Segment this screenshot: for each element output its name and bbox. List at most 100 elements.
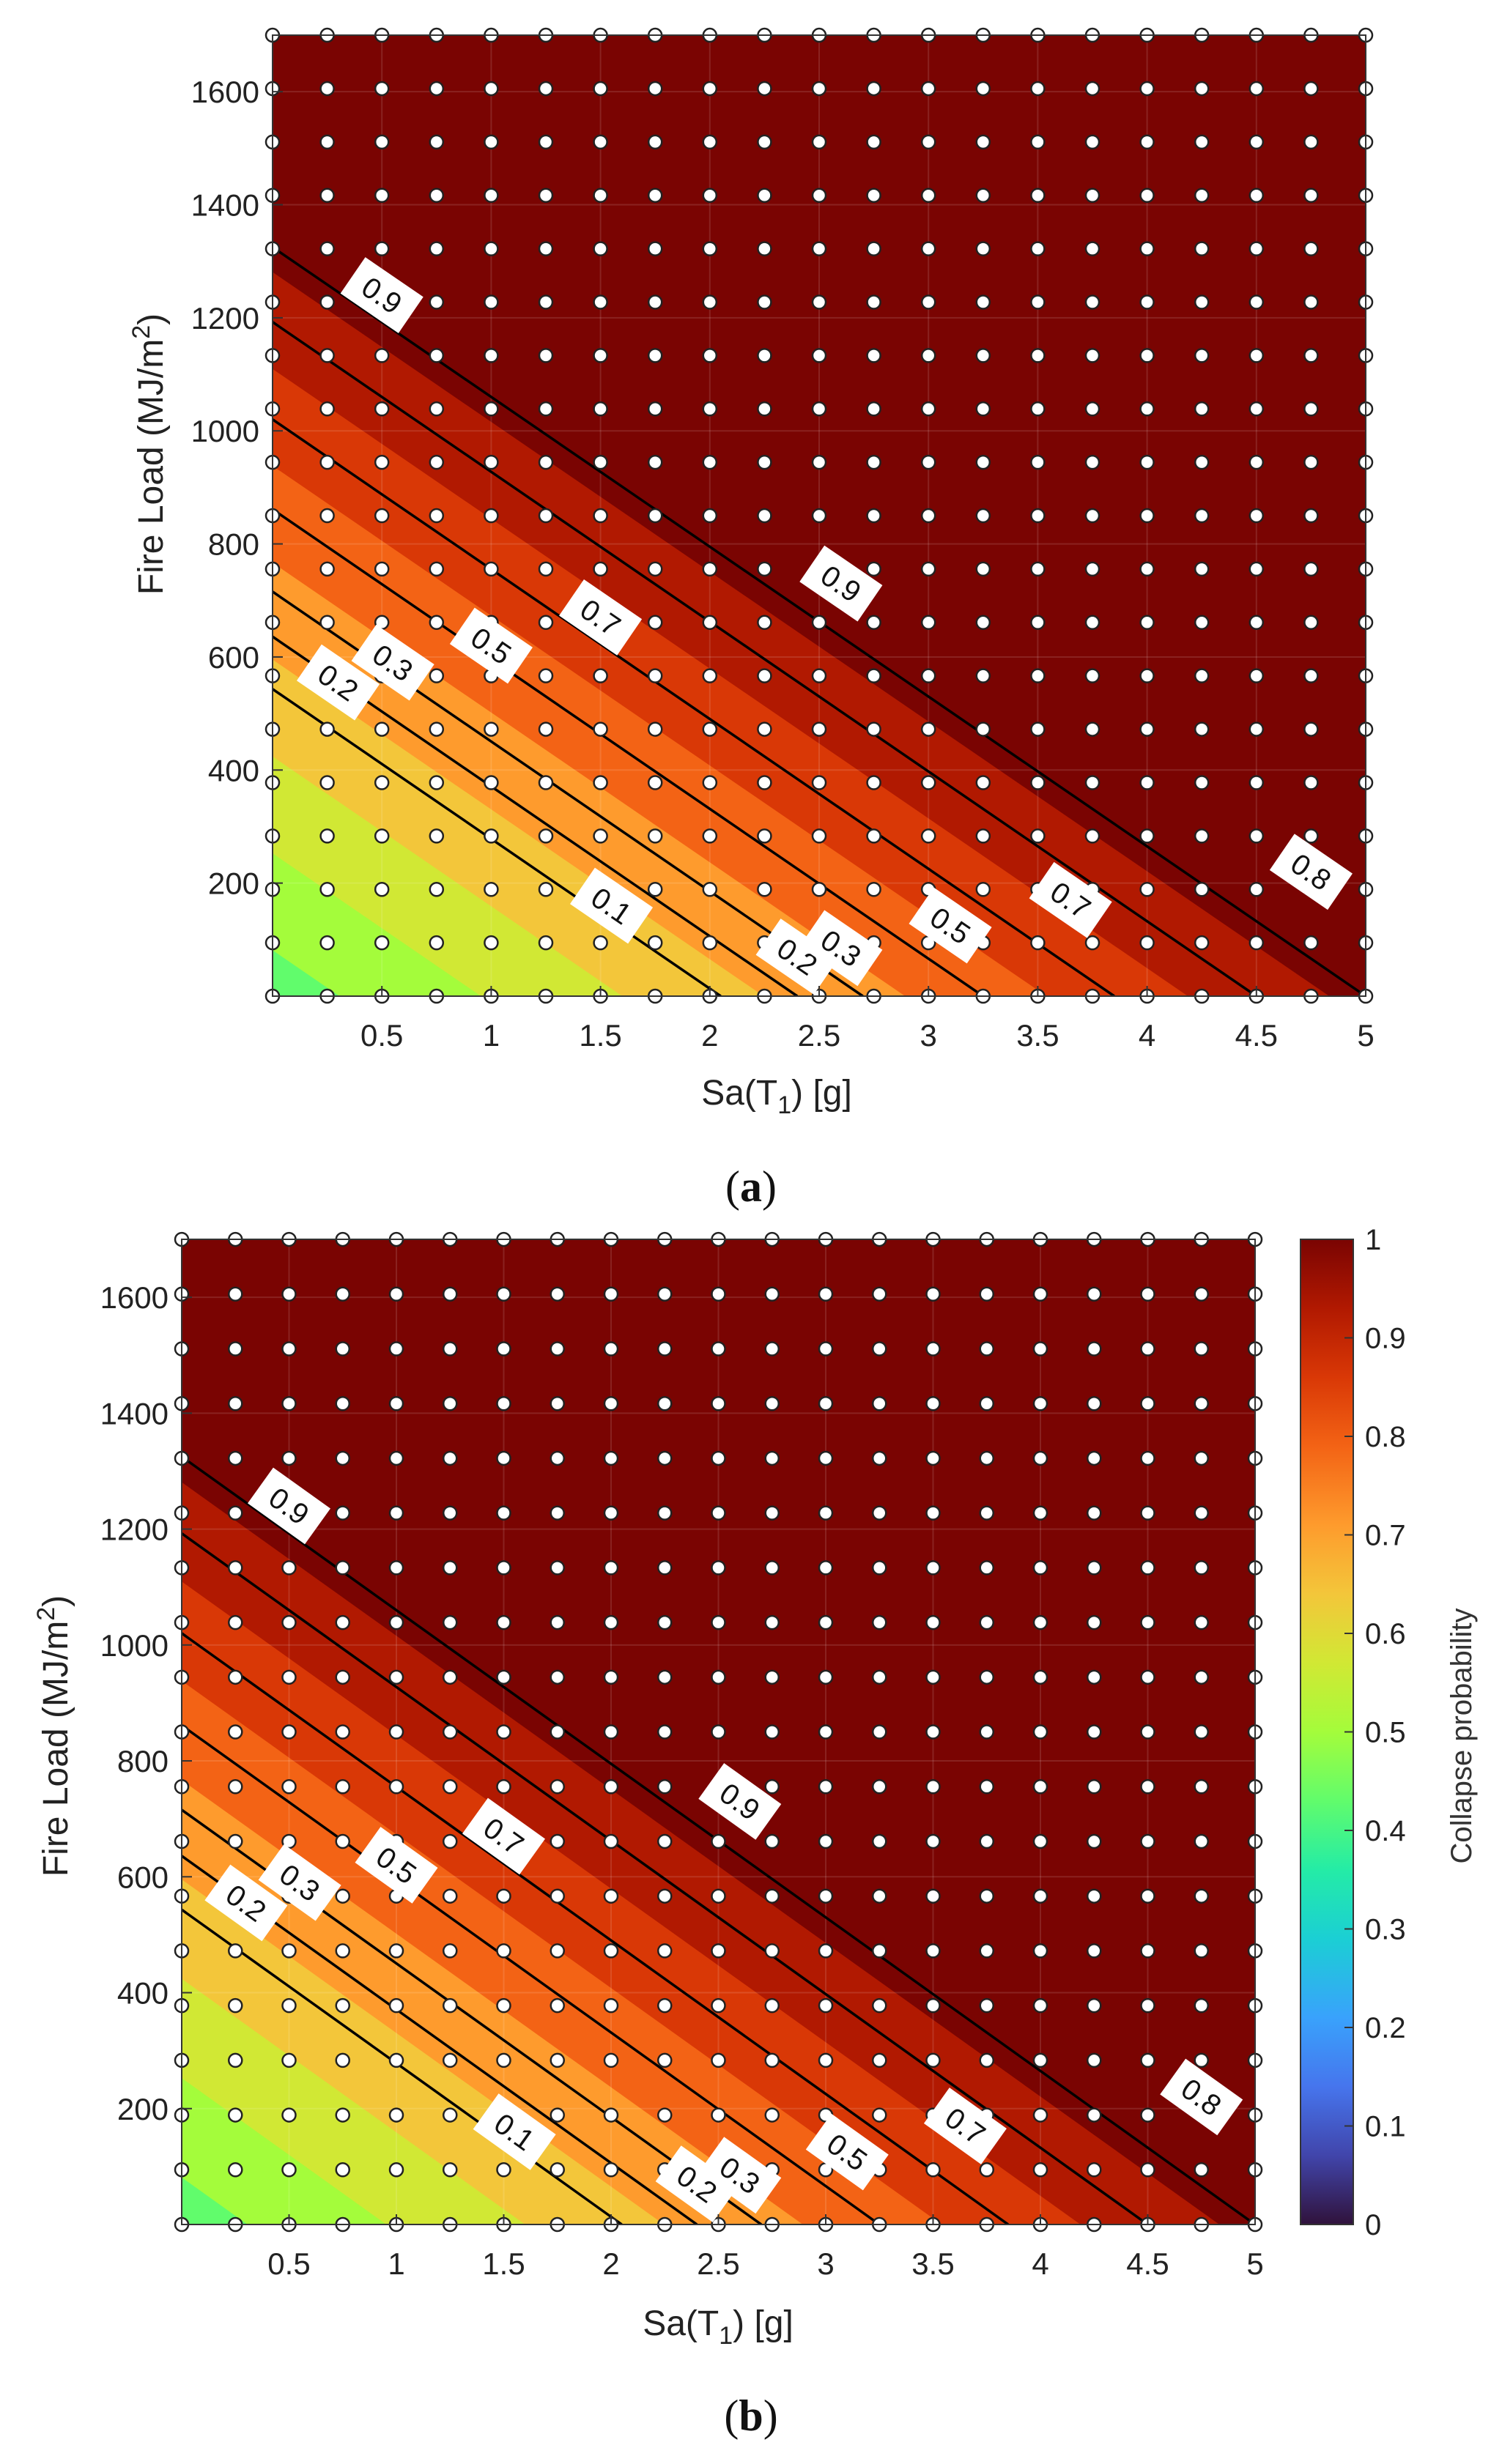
sample-point [1084,508,1100,524]
sample-point [1084,348,1100,363]
sample-point [593,81,608,97]
sample-point [757,401,772,417]
x-tick-label: 1 [388,2246,404,2281]
sample-point [228,1724,243,1740]
sample-point [335,2107,350,2123]
sample-point [764,1997,780,2014]
x-tick-label: 5 [1246,2246,1263,2281]
contour-line-0.5 [182,1723,881,2224]
sample-point [1030,294,1046,310]
sample-point [538,401,554,417]
sample-point [657,1833,673,1849]
sample-point [920,668,936,683]
sample-point [711,1997,726,2014]
panel-b-caption: (b) [724,2391,777,2440]
sample-point [757,881,772,897]
sample-point [1032,1560,1048,1576]
sample-point [281,2107,297,2123]
sample-point [443,1724,458,1740]
sample-point [920,721,936,737]
sample-point [872,1505,887,1521]
sample-point [702,348,718,363]
sample-point [319,775,335,790]
sample-point [496,1888,511,1904]
sample-point [757,348,772,363]
sample-point [711,1943,726,1959]
sample-point [281,1286,297,1302]
contour-label-box [755,919,839,995]
sample-point [319,81,335,97]
sample-point [866,615,881,631]
sample-point [1087,1669,1102,1685]
sample-point [811,615,827,631]
sample-point [443,2052,458,2068]
sample-point [1084,935,1100,951]
sample-point [925,1286,941,1302]
sample-point [757,241,772,256]
sample-point [1140,2107,1155,2123]
sample-point [1030,508,1046,524]
sample-point [335,1505,350,1521]
sample-point [1194,721,1210,737]
sample-point [872,2107,887,2123]
sample-point [647,508,663,524]
sample-point [702,828,718,844]
sample-point [496,1614,511,1630]
sample-point [593,775,608,790]
sample-point [1087,1997,1102,2014]
contour-line-0.9 [182,1455,1255,2224]
sample-point [593,241,608,256]
sample-point [925,1341,941,1357]
sample-point [593,348,608,363]
sample-point [925,1724,941,1740]
y-tick-label: 200 [208,867,259,901]
sample-point [319,401,335,417]
sample-point [1194,2052,1209,2068]
sample-point [1032,2162,1048,2178]
sample-point [429,508,445,524]
y-tick-label: 400 [117,1976,169,2011]
sample-point [711,1833,726,1849]
sample-point [1084,241,1100,256]
x-tick-label: 4 [1032,2246,1048,2281]
contour-label-box [351,624,434,701]
sample-point [1140,2162,1155,2178]
sample-point [550,1341,565,1357]
sample-point [550,1779,565,1795]
sample-point [335,2162,350,2178]
contour-label-box [462,1797,545,1875]
sample-point [1087,1505,1102,1521]
sample-point [647,454,663,470]
sample-point [647,241,663,256]
colorbar-tick-label: 0.7 [1365,1520,1406,1552]
sample-point [484,454,499,470]
x-tick-label: 2.5 [798,1018,840,1053]
sample-point [1139,935,1155,951]
sample-point [757,508,772,524]
sample-point [319,615,335,631]
sample-point [647,935,663,951]
sample-point [811,401,827,417]
sample-point [1194,401,1210,417]
sample-point [374,881,390,897]
sample-point [388,1286,404,1302]
sample-point [925,2162,941,2178]
sample-point [925,1997,941,2014]
sample-point [979,2162,994,2178]
sample-point [1194,81,1210,97]
sample-point [764,2052,780,2068]
sample-point [811,828,827,844]
sample-point [711,2052,726,2068]
sample-point [429,615,445,631]
sample-point [550,1997,565,2014]
sample-point [764,1779,780,1795]
sample-point [429,828,445,844]
sample-point [818,1997,834,2014]
sample-point [872,1614,887,1630]
sample-point [1140,1833,1155,1849]
sample-point [1084,294,1100,310]
sample-point [657,1943,673,1959]
sample-point [1139,828,1155,844]
contour-label-box [698,1763,782,1840]
sample-point [975,561,991,577]
